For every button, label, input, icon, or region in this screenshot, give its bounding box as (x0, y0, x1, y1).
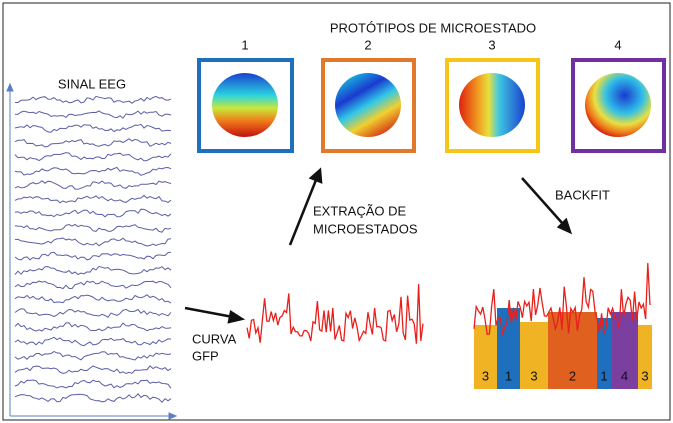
segment-label: 1 (600, 368, 607, 383)
diagram: PROTÓTIPOS DE MICROESTADO 1 2 3 4 SINAL … (0, 0, 673, 423)
eeg-trace (15, 295, 171, 303)
eeg-trace (15, 266, 171, 274)
prototype-label: 1 (241, 37, 248, 52)
title: PROTÓTIPOS DE MICROESTADO (330, 20, 536, 35)
extraction-label: MICROESTADOS (313, 221, 418, 236)
segment-label: 4 (621, 368, 628, 383)
segment-label: 1 (505, 368, 512, 383)
segment-label: 3 (530, 368, 537, 383)
eeg-trace (15, 394, 171, 403)
eeg-signal (15, 96, 171, 402)
prototype-label: 3 (488, 37, 495, 52)
eeg-trace (15, 281, 171, 289)
eeg-trace (15, 225, 171, 233)
eeg-trace (15, 309, 171, 318)
segment-label: 2 (569, 368, 576, 383)
eeg-trace (15, 111, 171, 118)
eeg-trace (15, 96, 171, 103)
gfp-label: GFP (192, 348, 219, 363)
segment-label: 3 (482, 368, 489, 383)
eeg-trace (15, 323, 171, 331)
eeg-label: SINAL EEG (58, 76, 126, 91)
gfp-curve (247, 284, 423, 344)
eeg-trace (15, 181, 171, 190)
eeg-trace (15, 124, 171, 132)
eeg-trace (15, 153, 171, 161)
backfit-label: BACKFIT (555, 187, 610, 202)
topomaps (199, 60, 664, 151)
eeg-trace (15, 380, 171, 388)
eeg-trace (15, 195, 171, 202)
eeg-trace (15, 352, 171, 360)
arrows (185, 170, 570, 322)
eeg-trace (15, 168, 171, 176)
segment-label: 3 (641, 368, 648, 383)
eeg-trace (15, 337, 171, 345)
eeg-axes (7, 84, 176, 419)
eeg-trace (15, 209, 171, 217)
eeg-trace (15, 252, 171, 260)
eeg-trace (15, 139, 171, 147)
eeg-trace (15, 366, 171, 374)
eeg-trace (15, 238, 171, 246)
gfp-label: CURVA (192, 331, 237, 346)
prototype-label: 4 (614, 37, 621, 52)
extraction-label: EXTRAÇÃO DE (313, 203, 407, 218)
prototype-label: 2 (364, 37, 371, 52)
